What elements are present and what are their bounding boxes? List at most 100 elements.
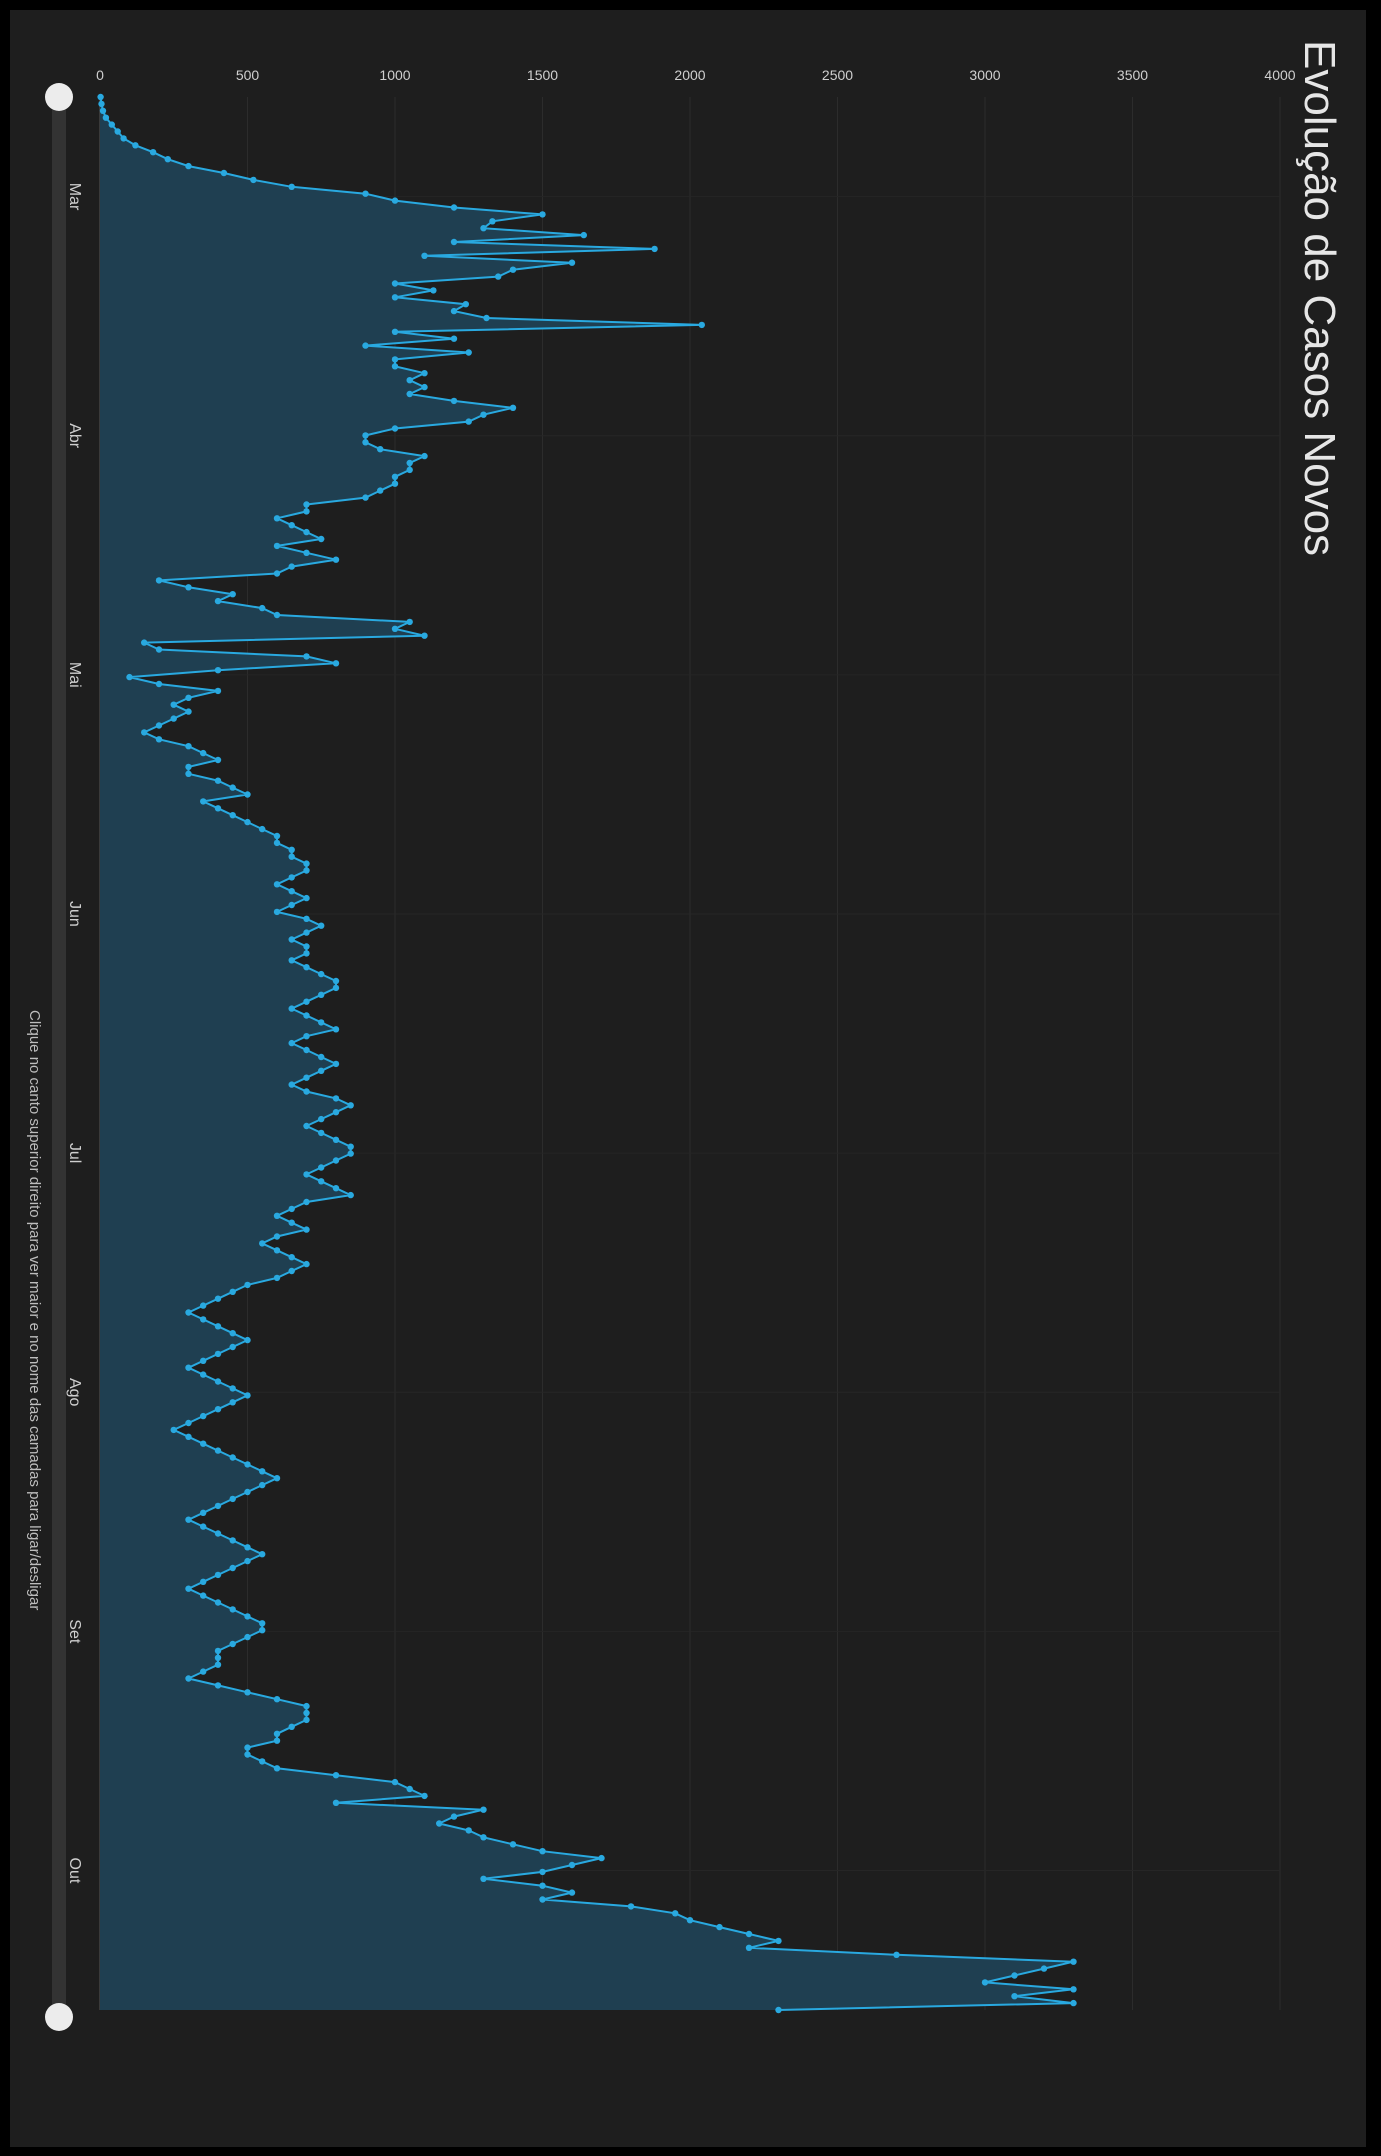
data-point	[288, 1005, 295, 1012]
data-point	[214, 1571, 222, 1579]
data-point	[229, 812, 236, 819]
data-point	[288, 1723, 295, 1731]
data-point	[421, 632, 428, 639]
data-point	[199, 1357, 207, 1365]
data-point	[568, 259, 576, 266]
data-point	[303, 929, 310, 936]
data-point	[303, 1171, 310, 1178]
data-point	[981, 1979, 989, 1986]
data-point	[288, 183, 295, 191]
data-point	[288, 1081, 295, 1088]
data-point	[377, 446, 384, 453]
data-point	[97, 93, 104, 101]
data-point	[362, 190, 369, 197]
data-point	[229, 1385, 236, 1392]
data-point	[332, 1185, 340, 1192]
data-point	[229, 1537, 236, 1544]
data-point	[332, 1109, 340, 1116]
data-point	[288, 522, 295, 529]
data-point	[214, 1661, 222, 1668]
data-point	[332, 1157, 340, 1164]
data-point	[170, 715, 177, 722]
data-point	[539, 1848, 546, 1855]
data-point	[686, 1917, 694, 1924]
data-point	[303, 1012, 310, 1019]
data-point	[214, 756, 222, 764]
data-point	[406, 618, 413, 626]
data-point	[716, 1923, 723, 1931]
data-point	[273, 1765, 281, 1772]
data-point	[140, 639, 148, 646]
data-point	[332, 1772, 340, 1779]
range-slider-end-handle[interactable]	[45, 2003, 73, 2031]
x-tick-label: Jun	[66, 901, 83, 927]
data-point	[332, 1060, 340, 1068]
data-point	[391, 625, 399, 632]
range-slider-track	[52, 88, 66, 2028]
data-point	[303, 1074, 310, 1081]
data-point	[185, 708, 192, 715]
data-point	[303, 1088, 310, 1095]
data-point	[303, 528, 310, 536]
data-point	[199, 1412, 207, 1420]
data-point	[155, 646, 163, 653]
data-point	[391, 480, 399, 487]
data-point	[185, 743, 192, 750]
data-point	[317, 1115, 325, 1123]
data-point	[317, 1019, 325, 1026]
data-point	[462, 301, 469, 308]
data-point	[495, 273, 502, 280]
data-point	[303, 964, 310, 971]
data-point	[214, 1447, 222, 1454]
data-point	[199, 1509, 207, 1517]
data-point	[332, 984, 340, 992]
data-point	[539, 1882, 546, 1889]
data-point	[421, 452, 428, 460]
data-point	[140, 729, 148, 736]
data-point	[391, 1778, 399, 1786]
data-point	[273, 611, 281, 619]
data-point	[303, 1122, 310, 1130]
data-point	[214, 1295, 222, 1302]
data-point	[164, 156, 171, 163]
data-point	[332, 1136, 340, 1144]
y-tick-label: 3000	[969, 67, 1000, 83]
data-point	[391, 356, 399, 363]
data-point	[480, 1834, 487, 1841]
data-point	[317, 1129, 325, 1137]
data-point	[170, 1426, 177, 1434]
data-point	[185, 694, 192, 701]
data-point	[214, 1654, 222, 1662]
data-point	[303, 1032, 310, 1040]
data-point	[391, 425, 399, 432]
chart-title: Evolução de Casos Novos	[1295, 40, 1344, 557]
data-point	[288, 936, 295, 943]
data-point	[288, 846, 295, 853]
data-point	[303, 508, 310, 515]
data-point	[288, 1254, 295, 1261]
data-point	[185, 162, 192, 170]
data-point	[303, 998, 310, 1005]
data-point	[199, 1440, 207, 1447]
data-point	[745, 1930, 753, 1938]
range-slider-start-handle[interactable]	[45, 83, 73, 111]
data-point	[288, 874, 295, 881]
data-point	[214, 1502, 222, 1510]
data-point	[303, 1198, 310, 1206]
x-tick-label: Mar	[66, 183, 83, 211]
data-point	[598, 1854, 605, 1862]
data-point	[258, 1627, 266, 1634]
data-point	[288, 1039, 295, 1047]
data-point	[244, 1557, 251, 1565]
y-tick-label: 2500	[822, 67, 853, 83]
data-point	[347, 1191, 354, 1199]
data-point	[199, 798, 207, 805]
data-point	[214, 1530, 222, 1537]
chart-svg: 0 500 1000 1500 2000 2500 3000 3500 4000 Mar Abr Ma…	[45, 67, 1296, 2031]
series-area	[100, 97, 1074, 2010]
x-tick-label: Mai	[66, 662, 83, 688]
chart-footer-hint: Clique no canto superior direito para ve…	[26, 1010, 43, 1611]
data-point	[539, 1896, 546, 1903]
data-point	[258, 1240, 266, 1247]
data-point	[568, 1861, 576, 1869]
